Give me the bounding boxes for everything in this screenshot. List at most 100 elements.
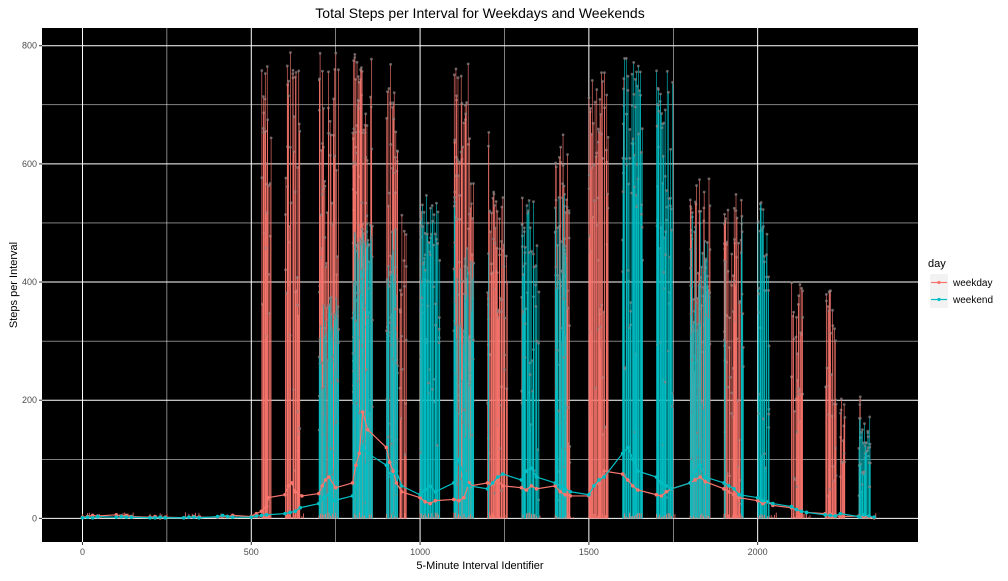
weekday-daily-point <box>603 71 606 75</box>
weekend-daily-point <box>366 238 370 242</box>
weekend-data-point <box>457 457 461 462</box>
weekend-daily-point <box>866 429 870 433</box>
weekend-daily-point <box>660 112 664 115</box>
weekday-daily-point <box>319 213 323 217</box>
weekend-daily-point <box>322 412 326 416</box>
weekend-data-point <box>495 475 500 479</box>
weekend-data-point <box>365 451 370 456</box>
weekend-daily-point <box>689 284 693 288</box>
weekday-daily-point <box>605 93 609 97</box>
weekend-daily-point <box>763 254 766 258</box>
weekday-daily-point <box>419 210 423 214</box>
weekday-data-point <box>558 489 562 494</box>
weekend-data-point <box>597 478 601 482</box>
weekend-data-point <box>124 515 129 519</box>
weekday-daily-point <box>269 136 273 140</box>
weekday-daily-point <box>738 301 741 305</box>
weekday-data-point <box>620 472 625 476</box>
weekday-daily-point <box>825 366 829 370</box>
weekend-data-point <box>563 487 568 491</box>
weekend-daily-point <box>537 290 541 294</box>
weekday-data-point <box>264 504 269 509</box>
weekend-daily-point <box>334 297 338 300</box>
weekend-daily-point <box>537 341 541 345</box>
weekend-daily-point <box>707 295 711 299</box>
weekend-daily-point <box>701 251 705 255</box>
weekday-daily-point <box>400 367 404 371</box>
weekday-daily-point <box>392 91 396 95</box>
weekday-daily-point <box>800 286 804 290</box>
weekday-daily-point <box>389 63 393 66</box>
weekend-daily-point <box>554 265 558 269</box>
x-axis: 0 500 1000 1500 2000 <box>80 542 768 557</box>
chart-title: Total Steps per Interval for Weekdays an… <box>315 5 644 21</box>
weekday-daily-point <box>520 196 524 200</box>
weekend-daily-point <box>767 344 771 348</box>
weekend-data-point <box>799 509 804 514</box>
weekend-data-point <box>452 481 456 485</box>
weekday-daily-point <box>561 164 565 167</box>
weekday-daily-point <box>589 107 593 110</box>
weekday-daily-point <box>554 198 558 202</box>
weekday-data-point <box>293 489 297 494</box>
weekend-daily-point <box>352 280 356 284</box>
weekend-daily-point <box>722 338 726 342</box>
weekend-data-point <box>90 515 95 520</box>
weekday-daily-point <box>723 219 727 223</box>
weekend-daily-point <box>761 417 765 421</box>
weekend-daily-point <box>390 230 394 234</box>
weekend-daily-point <box>666 90 670 94</box>
weekend-daily-point <box>630 191 634 195</box>
weekend-data-point <box>384 463 389 467</box>
weekend-daily-point <box>767 275 770 279</box>
weekday-daily-point <box>831 324 835 328</box>
weekend-data-point <box>857 514 861 519</box>
weekend-daily-point <box>559 240 563 243</box>
weekday-daily-point <box>566 406 570 409</box>
weekday-data-point <box>286 484 291 488</box>
weekend-daily-point <box>436 242 440 245</box>
weekend-daily-point <box>425 232 429 236</box>
weekend-daily-point <box>659 92 662 96</box>
weekend-daily-point <box>334 420 338 424</box>
weekend-data-point <box>833 514 838 518</box>
weekday-daily-point <box>297 69 301 73</box>
weekend-daily-point <box>527 251 531 254</box>
weekend-daily-point <box>431 388 434 391</box>
weekday-daily-point <box>505 387 509 391</box>
weekday-data-point <box>423 500 427 504</box>
weekend-daily-point <box>365 222 369 226</box>
legend-label-weekend: weekend <box>952 295 993 306</box>
weekday-data-point <box>327 475 331 479</box>
weekday-daily-point <box>359 66 363 70</box>
weekend-daily-point <box>356 241 360 245</box>
weekday-daily-point <box>468 212 472 216</box>
weekend-daily-point <box>626 89 630 92</box>
weekend-data-point <box>703 475 708 479</box>
weekday-daily-point <box>561 133 565 137</box>
weekday-daily-point <box>389 143 393 146</box>
weekend-daily-point <box>866 435 870 439</box>
weekday-daily-point <box>492 237 495 241</box>
weekday-data-point <box>625 478 630 482</box>
weekday-daily-point <box>798 283 802 286</box>
weekend-daily-point <box>455 277 459 281</box>
weekday-daily-point <box>351 131 355 135</box>
weekend-daily-point <box>363 240 366 244</box>
weekend-daily-point <box>361 439 365 443</box>
weekend-daily-point <box>387 264 390 268</box>
weekend-daily-point <box>424 193 428 197</box>
weekday-daily-point <box>796 303 800 306</box>
weekend-data-point <box>828 513 833 518</box>
weekday-daily-point <box>829 289 832 293</box>
weekend-daily-point <box>420 296 424 300</box>
weekend-daily-point <box>432 213 436 216</box>
weekend-daily-point <box>640 127 644 131</box>
weekend-daily-point <box>324 330 328 334</box>
weekend-daily-point <box>535 339 539 343</box>
weekend-daily-point <box>858 416 861 420</box>
weekend-data-point <box>298 505 303 510</box>
weekday-daily-point <box>322 107 325 110</box>
weekend-daily-point <box>426 221 430 225</box>
